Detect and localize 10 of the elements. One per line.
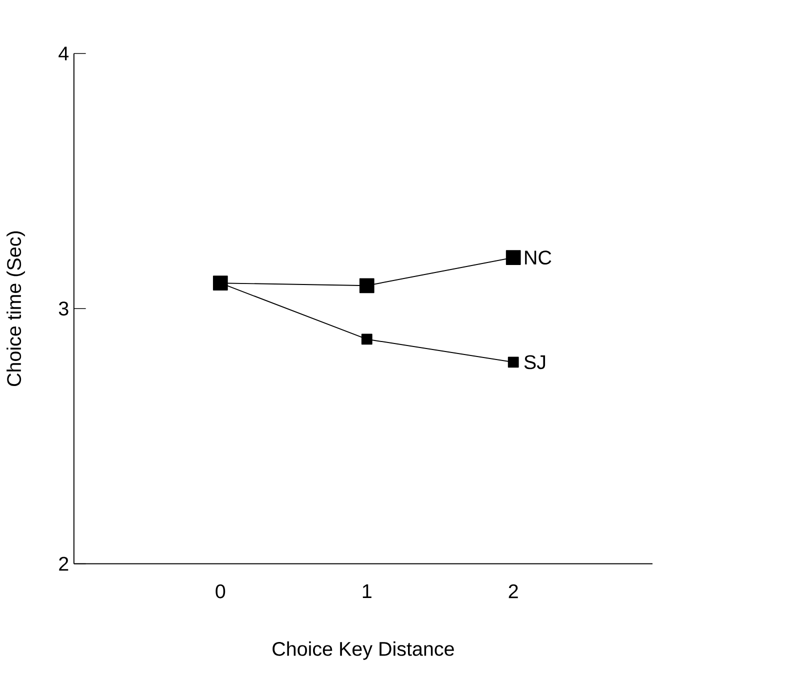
y-tick-label: 2 <box>59 557 68 571</box>
x-tick-label: 1 <box>362 584 372 598</box>
series-label: NC <box>525 250 552 265</box>
x-tick-label: 0 <box>216 584 226 599</box>
series-label: SJ <box>524 355 546 370</box>
y-axis-title: Choice time (Sec) <box>6 232 25 386</box>
x-tick-label: 2 <box>508 584 518 598</box>
y-tick-label: 3 <box>58 302 68 316</box>
y-tick-label: 4 <box>58 46 69 60</box>
x-axis-title: Choice Key Distance <box>272 642 454 660</box>
